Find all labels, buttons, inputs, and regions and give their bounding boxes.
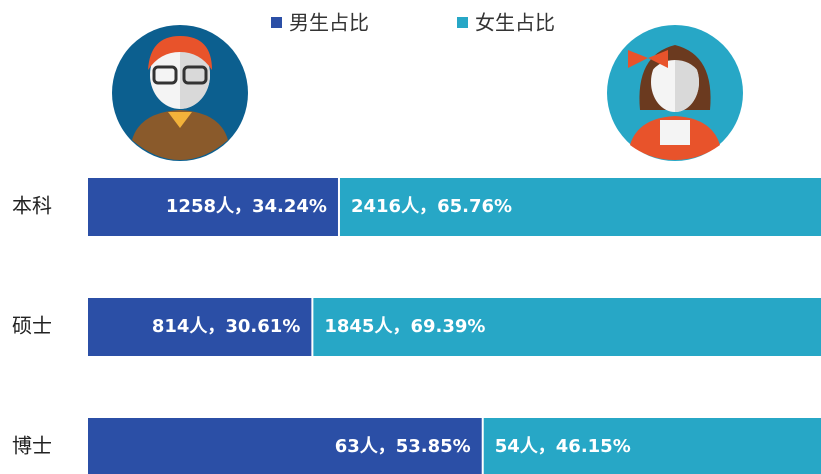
legend-swatch xyxy=(271,17,282,28)
bar-segment xyxy=(88,178,339,236)
category-label: 硕士 xyxy=(12,314,52,338)
bar-segment xyxy=(338,178,821,236)
legend-label: 男生占比 xyxy=(289,11,369,35)
bar-segment xyxy=(88,298,313,356)
bar-segment xyxy=(312,298,821,356)
value-label: 63人，53.85% xyxy=(335,436,471,457)
value-label: 1258人，34.24% xyxy=(166,196,327,217)
legend-swatch xyxy=(457,17,468,28)
category-label: 本科 xyxy=(12,194,52,218)
bar-segment xyxy=(482,418,821,474)
value-label: 814人，30.61% xyxy=(152,316,301,337)
value-label: 1845人，69.39% xyxy=(324,316,485,337)
female-icon xyxy=(607,25,743,161)
legend-label: 女生占比 xyxy=(475,11,555,35)
bar-segment xyxy=(88,418,483,474)
value-label: 54人，46.15% xyxy=(495,436,631,457)
category-label: 博士 xyxy=(12,434,52,458)
male-icon xyxy=(112,25,248,161)
value-label: 2416人，65.76% xyxy=(351,196,512,217)
